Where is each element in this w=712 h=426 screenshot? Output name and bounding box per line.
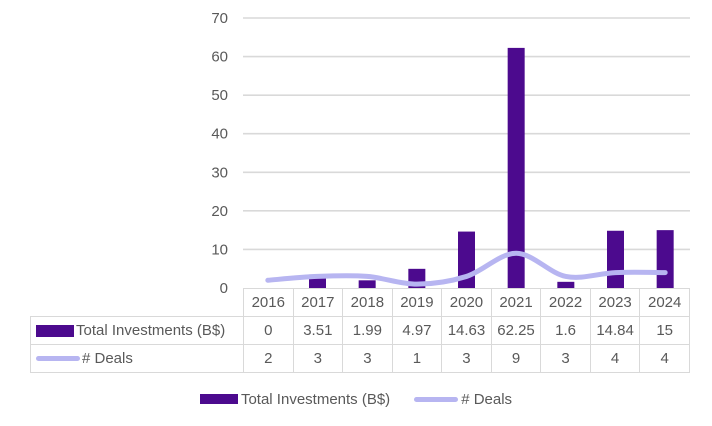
value-cell: 3 — [441, 344, 492, 373]
bar-2024 — [656, 230, 674, 288]
y-axis-label: 50 — [211, 87, 228, 104]
legend-label: Total Investments (B$) — [240, 390, 391, 408]
value-cell: 15 — [639, 316, 690, 345]
value-cell: 1.6 — [540, 316, 591, 345]
row-label-cell: Total Investments (B$) — [30, 316, 244, 345]
value-cell: 0 — [243, 316, 294, 345]
bar-legend-swatch — [199, 394, 238, 404]
bar-series-swatch — [36, 324, 74, 337]
bar-2022 — [557, 281, 575, 288]
year-header-cell: 2024 — [639, 288, 690, 317]
y-axis-label: 60 — [211, 49, 228, 66]
value-cell: 3 — [342, 344, 393, 373]
value-cell: 4 — [589, 344, 641, 373]
bar-2023 — [607, 230, 624, 288]
value-cell: 14.63 — [441, 316, 492, 345]
y-axis-label: 70 — [211, 10, 228, 27]
year-header-cell: 2020 — [441, 288, 492, 317]
y-axis-label: 20 — [211, 203, 228, 220]
line-series-swatch — [36, 356, 80, 361]
legend-label: # Deals — [461, 390, 513, 408]
year-header-cell: 2016 — [243, 288, 294, 317]
year-header-cell: 2018 — [342, 288, 393, 317]
y-axis-label: 10 — [211, 241, 228, 258]
value-cell: 9 — [490, 344, 542, 373]
data-table: 2016 2017 2018 2019 2020 2021 2022 2023 2024 Tota… — [30, 288, 690, 373]
year-header-cell: 2017 — [292, 288, 344, 317]
bar-2018 — [358, 280, 376, 288]
series-label: Total Investments (B$) — [76, 322, 226, 339]
legend-item: Total Investments (B$) — [199, 390, 391, 408]
year-header-cell: 2023 — [589, 288, 641, 317]
bar-2021 — [507, 47, 525, 289]
value-cell: 4.97 — [391, 316, 443, 345]
chart-legend: Total Investments (B$) # Deals — [0, 389, 712, 409]
table-header-row: 2016 2017 2018 2019 2020 2021 2022 2023 2024 — [31, 288, 690, 317]
row-label-cell: # Deals — [30, 344, 244, 373]
value-cell: 62.25 — [490, 316, 542, 345]
value-cell: 2 — [243, 344, 294, 373]
value-cell: 3.51 — [292, 316, 344, 345]
table-row: Total Investments (B$) 0 3.51 1.99 4.97 14.63… — [30, 316, 690, 345]
value-cell: 1.99 — [342, 316, 393, 345]
table-corner-cell — [31, 289, 244, 317]
series-label: # Deals — [82, 350, 133, 367]
line-legend-swatch — [414, 396, 459, 402]
y-axis-label: 40 — [211, 126, 228, 143]
y-axis-label: 30 — [211, 164, 228, 181]
legend-item: # Deals — [414, 391, 512, 408]
year-header-cell: 2021 — [490, 288, 542, 317]
year-header-cell: 2019 — [391, 288, 443, 317]
deals-line — [265, 250, 668, 287]
value-cell: 3 — [540, 344, 591, 373]
year-header-cell: 2022 — [540, 288, 591, 317]
table-row: # Deals 2 3 3 1 3 9 3 4 4 — [30, 344, 690, 373]
value-cell: 4 — [639, 344, 690, 373]
value-cell: 14.84 — [589, 316, 641, 345]
y-axis-label: 0 — [220, 280, 228, 297]
value-cell: 1 — [391, 344, 443, 373]
value-cell: 3 — [292, 344, 344, 373]
combo-chart: 0 10 20 30 40 50 60 70 — [211, 10, 690, 297]
